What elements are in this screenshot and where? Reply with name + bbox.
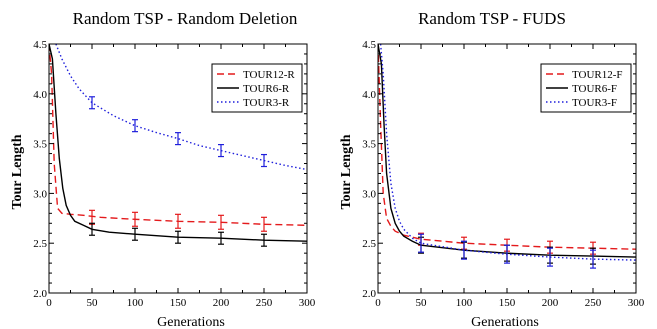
chart-title: Random TSP - FUDS [418,9,566,28]
error-bar [175,230,181,244]
y-tick-label: 2.0 [362,288,376,300]
x-tick-label: 100 [456,297,473,309]
error-bar [132,227,138,241]
y-tick-label: 4.0 [362,89,376,101]
plot-area: 0 50 100 150 200 250 300 2.0 2.5 3.0 3.5 4.0 4.5 TOUR… [362,39,645,309]
error-bar [175,213,181,229]
x-tick-label: 300 [299,297,316,309]
error-bar [590,249,596,269]
y-tick-label: 2.5 [33,238,47,250]
x-tick-label: 50 [416,297,428,309]
y-tick-label: 4.5 [362,39,376,51]
legend-entry: TOUR12-F [572,69,623,81]
x-tick-label: 0 [375,297,381,309]
x-tick-label: 250 [585,297,602,309]
error-bar [504,244,510,264]
error-bar [218,143,224,158]
x-tick-label: 200 [213,297,230,309]
x-tick-label: 150 [499,297,516,309]
error-bar [461,240,467,260]
x-axis-label: Generations [157,315,225,329]
x-axis-label: Generations [471,315,539,329]
y-tick-label: 3.0 [362,188,376,200]
y-tick-label: 3.5 [362,139,376,151]
x-tick-label: 150 [170,297,187,309]
chart-title: Random TSP - Random Deletion [73,9,298,28]
error-bar [89,96,95,110]
chart-random-deletion: Random TSP - Random Deletion Generations… [10,9,316,329]
x-tick-label: 250 [256,297,273,309]
y-axis-label: Tour Length [339,134,354,209]
legend-entry: TOUR3-R [243,97,290,109]
legend-entry: TOUR3-F [572,97,617,109]
error-bar [175,132,181,146]
series-line-tour6-f [378,44,636,258]
error-bar [547,247,553,267]
y-tick-label: 2.0 [33,288,47,300]
error-bar [261,216,267,232]
error-bar [89,222,95,236]
y-tick-label: 4.5 [33,39,47,51]
y-tick-label: 4.0 [33,89,47,101]
y-axis-label: Tour Length [10,134,25,209]
x-tick-label: 50 [87,297,99,309]
x-tick-label: 100 [127,297,144,309]
x-tick-label: 0 [46,297,52,309]
legend-entry: TOUR12-R [243,69,295,81]
legend: TOUR12-F TOUR6-F TOUR3-F [540,63,632,113]
y-tick-label: 2.5 [362,238,376,250]
error-bar [132,119,138,133]
error-bar [132,211,138,227]
error-bar [218,231,224,245]
error-bar [261,153,267,168]
plot-area: 0 50 100 150 200 250 300 2.0 2.5 3.0 3.5 4.0 4.5 TOUR… [33,39,316,309]
legend-entry: TOUR6-F [572,83,617,95]
x-tick-label: 200 [542,297,559,309]
chart-fuds: Random TSP - FUDS Generations Tour Lengt… [339,9,645,329]
series-line-tour6-r [49,44,307,242]
error-bar [261,233,267,247]
legend: TOUR12-R TOUR6-R TOUR3-R [211,63,303,113]
error-bar [218,214,224,230]
y-tick-label: 3.0 [33,188,47,200]
y-tick-label: 3.5 [33,139,47,151]
error-bar [89,209,95,225]
x-tick-label: 300 [628,297,645,309]
error-bar [418,233,424,253]
series-line-tour3-r [55,44,307,171]
series-line-tour3-f [379,44,636,261]
legend-entry: TOUR6-R [243,83,290,95]
